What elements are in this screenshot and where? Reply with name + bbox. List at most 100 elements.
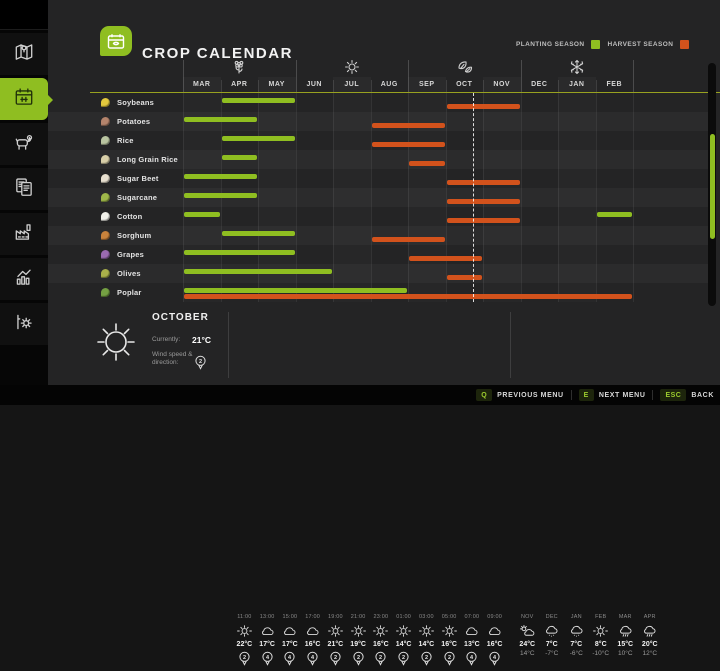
hourly-forecast-1100: 11:00 22°C 2 [233, 614, 256, 671]
monthly-forecast-nov: NOV 24°C 14°C [515, 614, 540, 657]
hotkey-back[interactable]: ESC BACK [660, 389, 714, 401]
svg-text:2: 2 [402, 655, 405, 661]
harvest-bar-sugar-beet [446, 179, 520, 185]
animals-icon [13, 131, 35, 158]
crop-label-cotton: Cotton [90, 207, 183, 226]
wind-pin: 2 [397, 651, 410, 671]
snow-icon [568, 623, 585, 638]
planting-bar-cotton [596, 212, 632, 217]
hourly-forecast-0300: 03:00 14°C 2 [415, 614, 438, 671]
forecast-low-temp: -7°C [545, 650, 559, 657]
sidebar-item-calendar[interactable] [0, 78, 53, 120]
wind-pin: 4 [306, 651, 319, 671]
sidebar-item-statistics[interactable] [0, 258, 48, 300]
autumn-leaves-icon [456, 59, 473, 75]
forecast-temp: 16°C [373, 641, 389, 648]
wind-label: Wind speed & direction: [152, 351, 193, 366]
wind-pin: 4 [488, 651, 501, 671]
page-title: CROP CALENDAR [142, 45, 293, 63]
sorghum-icon [101, 231, 110, 240]
forecast-month: APR [643, 614, 656, 620]
sidebar-item-contracts[interactable] [0, 168, 48, 210]
hourly-forecast-1300: 13:00 17°C 4 [256, 614, 279, 671]
hourly-forecast-1500: 15:00 17°C 4 [279, 614, 302, 671]
weather-divider [510, 312, 511, 378]
cotton-icon [101, 212, 110, 221]
month-header-feb: FEB [606, 81, 622, 88]
forecast-temp: 17°C [259, 641, 275, 648]
olives-icon [101, 269, 110, 278]
month-header-apr: APR [231, 81, 248, 88]
forecast-time: 15:00 [282, 614, 298, 620]
legend-planting-label: PLANTING SEASON [516, 41, 585, 48]
svg-text:4: 4 [288, 655, 292, 661]
forecast-month: DEC [545, 614, 558, 620]
wind-pin: 4 [283, 651, 296, 671]
sun-icon [395, 623, 412, 638]
svg-text:4: 4 [266, 655, 270, 661]
wind-pin: 2 [443, 651, 456, 671]
rice-icon [101, 136, 110, 145]
month-header-sep: SEP [408, 77, 446, 92]
sugarcane-icon [101, 193, 110, 202]
forecast-time: 21:00 [350, 614, 366, 620]
chart-scrollbar-thumb[interactable] [709, 134, 715, 239]
harvest-season-swatch [680, 40, 690, 49]
hourly-forecast: 11:00 22°C 2 13:00 17°C 4 15:00 17°C 4 17:00 16°C 4… [233, 614, 506, 671]
production-icon [13, 221, 35, 248]
crop-label-rice: Rice [90, 131, 183, 150]
harvest-bar-soybeans [446, 103, 520, 109]
hotkey-previous-menu[interactable]: Q PREVIOUS MENU [476, 389, 563, 401]
grapes-icon [101, 250, 110, 259]
hotkey-next-menu[interactable]: E NEXT MENU [578, 389, 646, 401]
footer-separator [652, 390, 654, 400]
crop-label-sugar-beet: Sugar Beet [90, 169, 183, 188]
forecast-time: 07:00 [464, 614, 480, 620]
rain-icon [641, 623, 658, 638]
monthly-forecast-feb: FEB 8°C -10°C [589, 614, 614, 657]
planting-bar-long-grain-rice [221, 155, 257, 160]
month-header-mar: MAR [183, 77, 221, 92]
sidebar-item-production[interactable] [0, 213, 48, 255]
crop-label-poplar: Poplar [90, 283, 183, 302]
crop-label-olives: Olives [90, 264, 183, 283]
potatoes-icon [101, 117, 110, 126]
chart-scrollbar-track[interactable] [708, 63, 716, 306]
harvest-bar-olives [446, 274, 482, 280]
harvest-bar-cotton [446, 217, 520, 223]
forecast-low-temp: 10°C [617, 650, 633, 657]
svg-text:2: 2 [334, 655, 337, 661]
forecast-temp: 21°C [327, 641, 344, 648]
month-header-aug: AUG [380, 81, 398, 88]
planting-bar-poplar [184, 288, 407, 293]
forecast-low-temp: -6°C [569, 650, 583, 657]
crop-label-potatoes: Potatoes [90, 112, 183, 131]
summer-sun-icon [344, 59, 360, 75]
monthly-forecast-mar: MAR 15°C 10°C [613, 614, 638, 657]
weather-divider [228, 312, 229, 378]
key-esc: ESC [660, 389, 687, 401]
forecast-temp: 16°C [441, 641, 457, 648]
forecast-low-temp: 14°C [519, 650, 535, 657]
legend: PLANTING SEASON HARVEST SEASON [516, 40, 690, 49]
settings-icon [13, 311, 35, 338]
month-header-jul: JUL [333, 77, 371, 92]
svg-text:4: 4 [311, 655, 315, 661]
month-header-oct: OCT [456, 81, 473, 88]
crop-label-grapes: Grapes [90, 245, 183, 264]
hourly-forecast-2300: 23:00 16°C 2 [370, 614, 393, 671]
sidebar-item-settings[interactable] [0, 303, 48, 345]
hourly-forecast-2100: 21:00 19°C 2 [347, 614, 370, 671]
sidebar-item-map[interactable] [0, 33, 48, 75]
forecast-temp: 22°C [236, 641, 253, 648]
spring-flower-icon [231, 59, 247, 75]
wind-pin: 2 [374, 651, 387, 671]
soybeans-icon [101, 98, 110, 107]
sidebar-item-animals[interactable] [0, 123, 48, 165]
monthly-forecast-apr: APR 20°C 12°C [638, 614, 663, 657]
sun-icon [327, 623, 344, 638]
wind-pin: 2 [238, 651, 251, 671]
cloud-icon [486, 623, 503, 638]
cloud-icon [463, 623, 480, 638]
